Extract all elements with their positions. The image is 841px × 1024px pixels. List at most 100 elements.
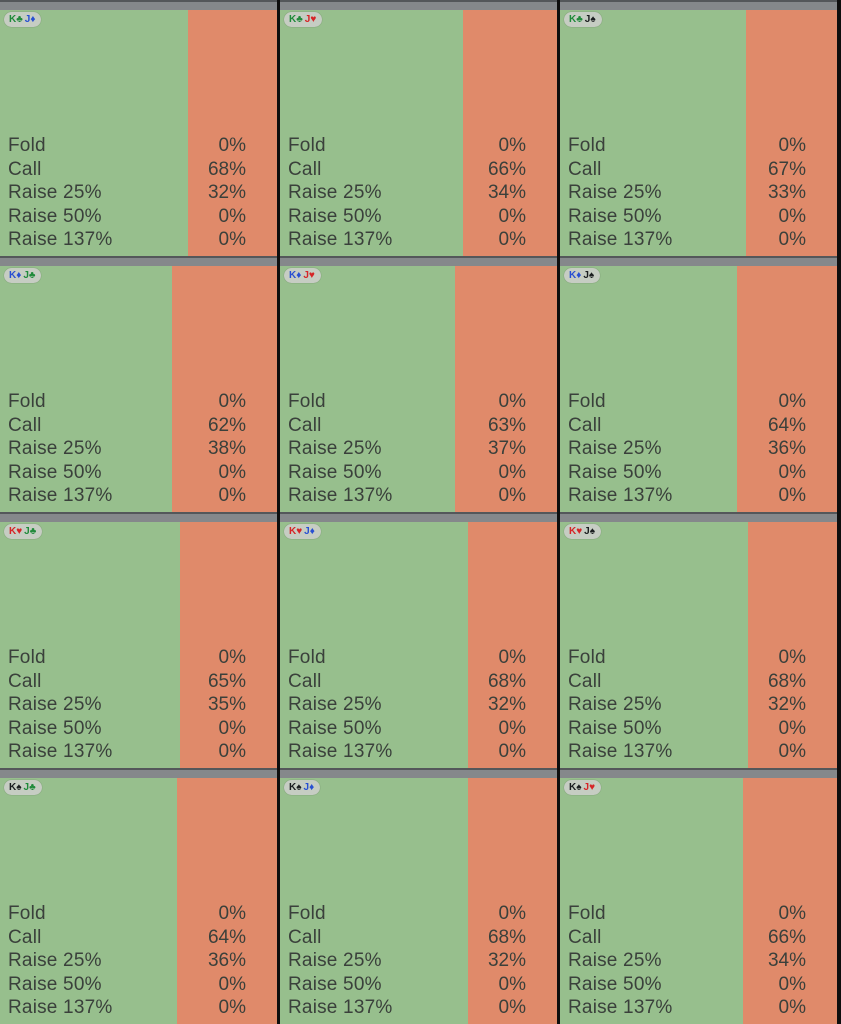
call-frequency-bar xyxy=(280,522,469,768)
call-frequency-bar xyxy=(0,266,172,512)
combo-cell[interactable]: K♦ J♠ Fold 0% Call 64% Raise 25% 36% Raise 50% 0… xyxy=(560,256,837,512)
action-value: 68% xyxy=(767,670,806,692)
action-row: Call 63% xyxy=(288,414,526,438)
combo-cell[interactable]: K♥ J♦ Fold 0% Call 68% Raise 25% 32% Raise 50% 0… xyxy=(280,512,557,768)
card-K-heart: K♥ xyxy=(9,526,23,537)
raise-frequency-bar xyxy=(454,266,557,512)
card-J-spade: J♠ xyxy=(584,526,596,537)
action-label: Raise 50% xyxy=(288,717,382,739)
action-value: 68% xyxy=(207,158,246,180)
action-value: 0% xyxy=(778,647,806,669)
combo-label: K♠ J♣ xyxy=(4,780,42,795)
call-frequency-bar xyxy=(560,778,743,1024)
action-label: Raise 50% xyxy=(8,205,102,227)
action-value: 36% xyxy=(767,438,806,460)
action-row: Call 66% xyxy=(288,158,526,182)
action-label: Raise 25% xyxy=(8,694,102,716)
call-frequency-bar xyxy=(560,266,738,512)
action-row: Fold 0% xyxy=(568,647,806,671)
call-frequency-bar xyxy=(560,10,746,256)
action-row: Raise 137% 0% xyxy=(8,229,246,253)
action-value: 0% xyxy=(218,997,246,1019)
action-value: 0% xyxy=(218,647,246,669)
action-label: Raise 25% xyxy=(288,694,382,716)
action-row: Fold 0% xyxy=(8,903,246,927)
combo-cell[interactable]: K♣ J♠ Fold 0% Call 67% Raise 25% 33% Raise 50% 0… xyxy=(560,0,837,256)
action-value: 66% xyxy=(487,158,526,180)
action-value: 0% xyxy=(498,903,526,925)
action-label: Raise 25% xyxy=(8,950,102,972)
action-value: 0% xyxy=(218,485,246,507)
action-value: 68% xyxy=(487,926,526,948)
combo-cell[interactable]: K♥ J♣ Fold 0% Call 65% Raise 25% 35% Raise 50% 0… xyxy=(0,512,277,768)
action-row: Raise 50% 0% xyxy=(8,717,246,741)
combo-cell[interactable]: K♣ J♥ Fold 0% Call 66% Raise 25% 34% Raise 50% 0… xyxy=(280,0,557,256)
combo-cell[interactable]: K♠ J♣ Fold 0% Call 64% Raise 25% 36% Raise 50% 0… xyxy=(0,768,277,1024)
action-row: Call 68% xyxy=(288,926,526,950)
cell-header-bar xyxy=(0,512,277,522)
action-row: Raise 25% 38% xyxy=(8,438,246,462)
action-value: 35% xyxy=(207,694,246,716)
action-label: Raise 25% xyxy=(8,182,102,204)
action-row: Raise 25% 32% xyxy=(568,694,806,718)
action-row: Raise 50% 0% xyxy=(288,717,526,741)
card-K-heart: K♥ xyxy=(569,526,583,537)
action-row: Raise 137% 0% xyxy=(288,229,526,253)
action-label: Raise 50% xyxy=(288,973,382,995)
action-value: 32% xyxy=(767,694,806,716)
action-label: Raise 50% xyxy=(568,973,662,995)
action-row: Raise 50% 0% xyxy=(8,205,246,229)
action-label: Fold xyxy=(288,135,326,157)
action-value: 0% xyxy=(778,741,806,763)
action-label: Raise 25% xyxy=(288,950,382,972)
combo-label: K♠ J♥ xyxy=(564,780,602,795)
call-frequency-bar xyxy=(280,266,455,512)
cell-header-bar xyxy=(280,512,557,522)
strategy-bar: K♠ J♥ Fold 0% Call 66% Raise 25% 34% Raise 50% 0… xyxy=(560,778,837,1024)
strategy-bar: K♠ J♣ Fold 0% Call 64% Raise 25% 36% Raise 50% 0… xyxy=(0,778,277,1024)
call-frequency-bar xyxy=(0,778,178,1024)
strategy-bar: K♥ J♠ Fold 0% Call 68% Raise 25% 32% Raise 50% 0… xyxy=(560,522,837,768)
action-label: Call xyxy=(288,670,322,692)
action-list: Fold 0% Call 68% Raise 25% 32% Raise 50% 0% Rais… xyxy=(8,135,246,253)
action-label: Raise 137% xyxy=(568,997,673,1019)
action-value: 0% xyxy=(778,391,806,413)
combo-cell[interactable]: K♣ J♦ Fold 0% Call 68% Raise 25% 32% Raise 50% 0… xyxy=(0,0,277,256)
action-list: Fold 0% Call 66% Raise 25% 34% Raise 50% 0% Rais… xyxy=(288,135,526,253)
combo-cell[interactable]: K♦ J♥ Fold 0% Call 63% Raise 25% 37% Raise 50% 0… xyxy=(280,256,557,512)
combo-cell[interactable]: K♠ J♦ Fold 0% Call 68% Raise 25% 32% Raise 50% 0… xyxy=(280,768,557,1024)
card-K-diamond: K♦ xyxy=(289,270,302,281)
action-value: 0% xyxy=(218,741,246,763)
action-value: 0% xyxy=(498,229,526,251)
action-value: 0% xyxy=(778,903,806,925)
action-row: Raise 25% 35% xyxy=(8,694,246,718)
card-K-heart: K♥ xyxy=(289,526,303,537)
action-row: Raise 50% 0% xyxy=(568,205,806,229)
combo-cell[interactable]: K♥ J♠ Fold 0% Call 68% Raise 25% 32% Raise 50% 0… xyxy=(560,512,837,768)
action-value: 0% xyxy=(498,717,526,739)
raise-frequency-bar xyxy=(177,778,277,1024)
action-row: Fold 0% xyxy=(568,135,806,159)
action-value: 66% xyxy=(767,926,806,948)
call-frequency-bar xyxy=(560,522,749,768)
combo-cell[interactable]: K♦ J♣ Fold 0% Call 62% Raise 25% 38% Raise 50% 0… xyxy=(0,256,277,512)
card-K-diamond: K♦ xyxy=(569,270,582,281)
action-value: 0% xyxy=(498,391,526,413)
combo-label: K♥ J♠ xyxy=(564,524,602,539)
cell-header-bar xyxy=(0,0,277,10)
action-row: Fold 0% xyxy=(288,647,526,671)
action-label: Raise 137% xyxy=(8,485,113,507)
action-value: 64% xyxy=(767,414,806,436)
combo-cell[interactable]: K♠ J♥ Fold 0% Call 66% Raise 25% 34% Raise 50% 0… xyxy=(560,768,837,1024)
action-value: 0% xyxy=(778,997,806,1019)
action-label: Raise 137% xyxy=(8,229,113,251)
action-value: 38% xyxy=(207,438,246,460)
action-value: 0% xyxy=(218,391,246,413)
action-row: Fold 0% xyxy=(288,135,526,159)
action-label: Raise 137% xyxy=(288,997,393,1019)
action-label: Call xyxy=(568,414,602,436)
card-K-club: K♣ xyxy=(9,14,23,25)
action-value: 0% xyxy=(778,205,806,227)
combo-label: K♥ J♦ xyxy=(284,524,321,539)
action-label: Call xyxy=(568,158,602,180)
